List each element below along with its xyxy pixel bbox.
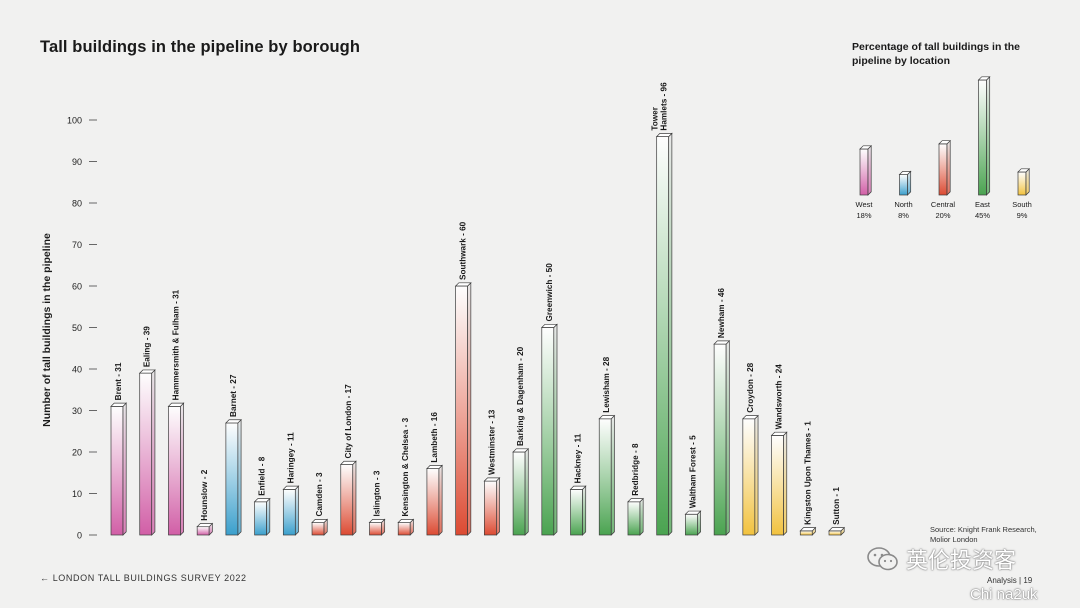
bar-label-lambeth-16: Lambeth - 16 xyxy=(430,412,439,463)
bar-sutton-1 xyxy=(828,526,846,536)
inset-category-label: West xyxy=(856,200,874,209)
inset-value-label: 20% xyxy=(935,211,950,220)
inset-value-label: 18% xyxy=(856,211,871,220)
watermark-url: Chi na2uk xyxy=(970,586,1038,603)
bar-label-brent-31: Brent - 31 xyxy=(114,362,123,400)
bar-label-camden-3: Camden - 3 xyxy=(315,472,324,517)
bar-city-of-london-17 xyxy=(339,460,357,536)
page-title: Tall buildings in the pipeline by boroug… xyxy=(40,38,361,56)
bar-waltham-forest-5 xyxy=(684,510,702,536)
bar-southwark-60 xyxy=(454,281,472,536)
bar-label-hounslow-2: Hounslow - 2 xyxy=(200,469,209,520)
bar-label-wandsworth-24: Wandsworth - 24 xyxy=(775,364,784,430)
bar-greenwich-50 xyxy=(540,323,558,536)
bar-label-westminster-13: Westminster - 13 xyxy=(487,409,496,475)
y-tick-label: 50 xyxy=(72,323,82,333)
inset-chart-title: Percentage of tall buildings in the pipe… xyxy=(852,41,1021,67)
bar-label-kensington-and-chelsea-3: Kensington & Chelsea - 3 xyxy=(401,417,410,516)
footer-survey-link[interactable]: ← LONDON TALL BUILDINGS SURVEY 2022 xyxy=(40,573,247,583)
bar-brent-31 xyxy=(110,402,128,536)
bar-label-barking-and-dagenham-20: Barking & Dagenham - 20 xyxy=(516,346,525,446)
y-tick-label: 80 xyxy=(72,199,82,209)
bar-label-barnet-27: Barnet - 27 xyxy=(229,374,238,417)
bar-label-sutton-1: Sutton - 1 xyxy=(832,487,841,525)
bar-hounslow-2 xyxy=(196,522,214,536)
bar-label-tower-hamlets-96: TowerHamlets - 96 xyxy=(651,82,669,131)
bar-label-haringey-11: Haringey - 11 xyxy=(286,432,295,483)
inset-category-label: Central xyxy=(931,200,956,209)
bar-label-enfield-8: Enfield - 8 xyxy=(258,456,267,496)
bar-tower-hamlets-96 xyxy=(655,132,673,536)
y-tick-label: 0 xyxy=(77,531,82,541)
bar-lewisham-28 xyxy=(598,414,616,536)
bar-enfield-8 xyxy=(253,497,271,536)
bar-lambeth-16 xyxy=(426,464,443,536)
bar-kensington-and-chelsea-3 xyxy=(397,518,415,536)
page-number: Analysis | 19 xyxy=(987,576,1033,585)
bar-hammersmith-and-fulham-31 xyxy=(167,402,185,536)
bar-croydon-28 xyxy=(741,414,759,536)
inset-bars: West 18% North 8% Central 20% East 45% South 9% xyxy=(856,75,1032,220)
y-tick-label: 70 xyxy=(72,240,82,250)
bar-label-southwark-60: Southwark - 60 xyxy=(459,221,468,280)
bar-islington-3 xyxy=(368,518,386,536)
inset-bar-south xyxy=(1017,167,1031,196)
y-tick-label: 30 xyxy=(72,406,82,416)
y-tick-label: 10 xyxy=(72,489,82,499)
bar-camden-3 xyxy=(311,518,329,536)
bar-barnet-27 xyxy=(225,418,242,536)
inset-category-label: North xyxy=(894,200,912,209)
wechat-icon xyxy=(867,547,898,571)
inset-bar-north xyxy=(898,170,912,196)
y-tick-label: 60 xyxy=(72,282,82,292)
watermark-text: 英伦投资客 xyxy=(906,548,1017,573)
bar-kingston-upon-thames-1 xyxy=(799,526,817,536)
bar-label-lewisham-28: Lewisham - 28 xyxy=(602,356,611,412)
bars: Brent - 31 Ealing - 39 Hammersmith & Fulha… xyxy=(110,82,846,536)
inset-value-label: 45% xyxy=(975,211,990,220)
bar-newham-46 xyxy=(713,340,731,536)
watermark: 英伦投资客 xyxy=(866,543,1016,575)
bar-label-croydon-28: Croydon - 28 xyxy=(746,362,755,412)
bar-label-hackney-11: Hackney - 11 xyxy=(574,433,583,483)
bar-wandsworth-24 xyxy=(770,431,788,536)
y-tick-label: 20 xyxy=(72,448,82,458)
y-axis-title: Number of tall buildings in the pipeline xyxy=(41,233,53,427)
y-axis: 0 10 20 30 40 50 60 70 80 90 100 xyxy=(67,116,97,541)
bar-redbridge-8 xyxy=(627,497,645,536)
inset-value-label: 9% xyxy=(1017,211,1028,220)
bar-label-greenwich-50: Greenwich - 50 xyxy=(545,263,554,322)
bar-westminster-13 xyxy=(483,477,501,536)
bar-haringey-11 xyxy=(282,485,300,536)
bar-label-waltham-forest-5: Waltham Forest - 5 xyxy=(688,435,697,508)
bar-label-hammersmith-and-fulham-31: Hammersmith & Fulham - 31 xyxy=(171,289,180,400)
bar-label-ealing-39: Ealing - 39 xyxy=(143,326,152,367)
inset-bar-east xyxy=(977,75,991,196)
bar-label-city-of-london-17: City of London - 17 xyxy=(344,384,353,459)
y-tick-label: 40 xyxy=(72,365,82,375)
inset-bar-central xyxy=(938,139,952,196)
bar-label-kingston-upon-thames-1: Kingston Upon Thames - 1 xyxy=(803,421,812,525)
source-note: Source: Knight Frank Research, Molior Lo… xyxy=(930,525,1037,544)
bar-hackney-11 xyxy=(569,485,587,536)
bar-label-islington-3: Islington - 3 xyxy=(372,470,381,516)
y-tick-label: 100 xyxy=(67,116,82,126)
bar-barking-and-dagenham-20 xyxy=(512,447,530,536)
inset-bar-west xyxy=(859,144,873,196)
bar-ealing-39 xyxy=(138,369,156,536)
inset-category-label: South xyxy=(1012,200,1032,209)
inset-value-label: 8% xyxy=(898,211,909,220)
bar-label-redbridge-8: Redbridge - 8 xyxy=(631,443,640,496)
y-tick-label: 90 xyxy=(72,157,82,167)
bar-label-newham-46: Newham - 46 xyxy=(717,288,726,338)
inset-category-label: East xyxy=(975,200,991,209)
